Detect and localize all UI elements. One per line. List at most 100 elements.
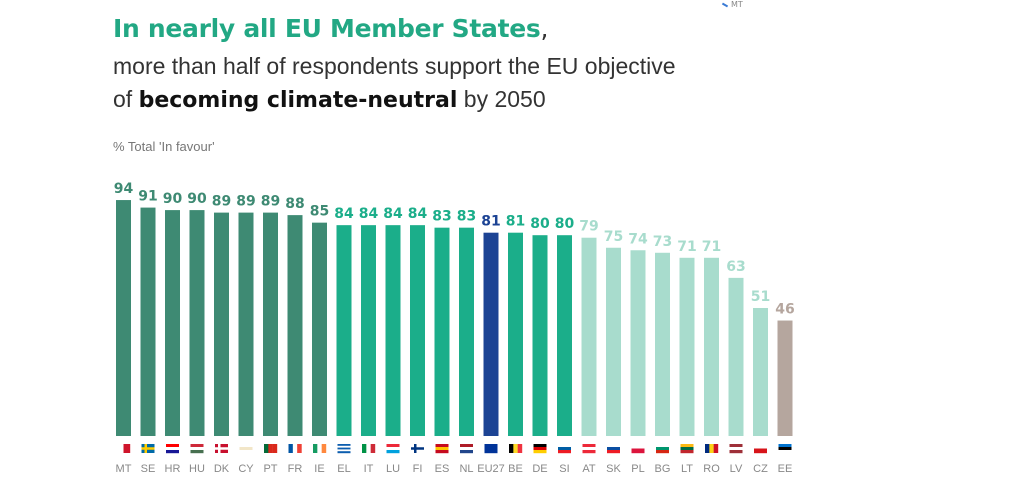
data-label-at: 79 bbox=[579, 219, 598, 235]
data-label-mt: 94 bbox=[114, 181, 134, 197]
bar-pt bbox=[263, 212, 278, 436]
bar-eu27 bbox=[483, 232, 499, 436]
data-label-fi: 84 bbox=[408, 206, 428, 222]
tick-label-be: BE bbox=[508, 463, 523, 475]
tick-label-ro: RO bbox=[703, 463, 720, 475]
bar-it bbox=[361, 225, 376, 436]
bar-lu bbox=[385, 225, 401, 436]
bar-at bbox=[581, 237, 597, 436]
flag-sk-icon bbox=[607, 444, 620, 454]
bar-dk bbox=[214, 212, 229, 436]
flag-ee-icon bbox=[778, 444, 792, 454]
tick-label-sk: SK bbox=[606, 463, 621, 475]
bar-pl bbox=[630, 250, 646, 436]
flag-de-icon bbox=[533, 444, 547, 454]
tick-label-es: ES bbox=[435, 463, 450, 475]
bar-el bbox=[336, 225, 352, 436]
flag-mt-icon bbox=[117, 444, 131, 453]
bar-se bbox=[140, 207, 156, 436]
bar-fr bbox=[287, 215, 303, 436]
bar-sk bbox=[606, 247, 621, 436]
flag-dk-icon bbox=[215, 444, 228, 453]
tick-label-dk: DK bbox=[214, 463, 230, 475]
bar-si bbox=[557, 235, 572, 436]
flag-es-icon bbox=[435, 444, 449, 454]
flag-si-icon bbox=[558, 444, 571, 454]
flag-lv-icon bbox=[729, 444, 743, 454]
bar-ie bbox=[312, 222, 327, 436]
tick-label-lu: LU bbox=[386, 463, 400, 475]
tick-label-at: AT bbox=[582, 463, 596, 475]
flag-pl-icon bbox=[631, 444, 645, 454]
tick-label-cy: CY bbox=[238, 463, 254, 475]
tick-label-fr: FR bbox=[288, 463, 303, 475]
data-label-es: 83 bbox=[432, 209, 451, 225]
bar-ee bbox=[777, 320, 793, 436]
bar-es bbox=[434, 227, 450, 436]
tick-label-pl: PL bbox=[631, 463, 644, 475]
bar-bg bbox=[655, 252, 670, 436]
flag-be-icon bbox=[509, 444, 523, 453]
data-label-si: 80 bbox=[555, 216, 575, 232]
subtitle-pre: of bbox=[113, 86, 139, 112]
data-label-fr: 88 bbox=[285, 196, 304, 212]
data-label-be: 81 bbox=[506, 214, 525, 230]
tick-label-pt: PT bbox=[263, 463, 277, 475]
tick-label-mt: MT bbox=[116, 463, 132, 475]
data-label-pt: 89 bbox=[261, 194, 280, 210]
tick-label-lv: LV bbox=[730, 463, 743, 475]
unit-label: % Total 'In favour' bbox=[113, 139, 215, 154]
tick-label-el: EL bbox=[337, 463, 350, 475]
data-label-cy: 89 bbox=[236, 194, 255, 210]
bar-ro bbox=[704, 257, 719, 436]
tick-label-it: IT bbox=[364, 463, 374, 475]
flag-nl-icon bbox=[460, 444, 473, 454]
data-label-lu: 84 bbox=[383, 206, 403, 222]
bar-de bbox=[532, 235, 548, 436]
data-label-ee: 46 bbox=[775, 302, 794, 318]
data-label-hu: 90 bbox=[187, 191, 207, 207]
data-label-dk: 89 bbox=[212, 194, 231, 210]
subtitle-bold: becoming climate-neutral bbox=[138, 88, 458, 113]
flag-hr-icon bbox=[166, 444, 179, 454]
flag-cz-icon bbox=[754, 444, 767, 454]
flag-bg-icon bbox=[656, 444, 669, 454]
chart-title: In nearly all EU Member States, bbox=[113, 14, 548, 43]
tick-label-bg: BG bbox=[655, 463, 671, 475]
tick-label-si: SI bbox=[559, 463, 569, 475]
tick-label-ie: IE bbox=[314, 463, 324, 475]
corner-label-text: MT bbox=[731, 0, 743, 9]
bar-hu bbox=[189, 210, 205, 436]
subtitle-line-2: of becoming climate-neutral by 2050 bbox=[113, 86, 546, 113]
bar-mt bbox=[116, 200, 131, 436]
corner-label: MT bbox=[721, 0, 743, 9]
flag-lt-icon bbox=[680, 444, 694, 454]
bar-fi bbox=[410, 225, 425, 436]
data-label-lv: 63 bbox=[726, 259, 745, 275]
flag-el-icon bbox=[337, 444, 351, 454]
flag-it-icon bbox=[362, 444, 376, 453]
subtitle-post: by 2050 bbox=[457, 86, 546, 112]
flag-at-icon bbox=[582, 444, 596, 454]
tick-label-nl: NL bbox=[459, 463, 473, 475]
data-label-ro: 71 bbox=[702, 239, 721, 255]
title-highlight: In nearly all EU Member States bbox=[113, 14, 541, 43]
data-label-nl: 83 bbox=[457, 209, 476, 225]
flag-eu27-icon bbox=[484, 444, 498, 454]
title-comma: , bbox=[540, 14, 549, 43]
tick-label-eu27: EU27 bbox=[477, 463, 505, 475]
data-label-cz: 51 bbox=[751, 289, 770, 305]
bar-hr bbox=[165, 210, 180, 436]
bar-nl bbox=[459, 227, 474, 436]
bar-lt bbox=[679, 257, 695, 436]
data-label-eu27: 81 bbox=[481, 214, 500, 230]
data-label-lt: 71 bbox=[677, 239, 696, 255]
flag-ro-icon bbox=[705, 444, 719, 453]
flag-ie-icon bbox=[313, 444, 327, 453]
tick-label-cz: CZ bbox=[753, 463, 768, 475]
bar-be bbox=[508, 232, 523, 436]
flag-fi-icon bbox=[411, 444, 424, 453]
data-label-sk: 75 bbox=[604, 229, 623, 245]
data-label-se: 91 bbox=[138, 189, 157, 205]
